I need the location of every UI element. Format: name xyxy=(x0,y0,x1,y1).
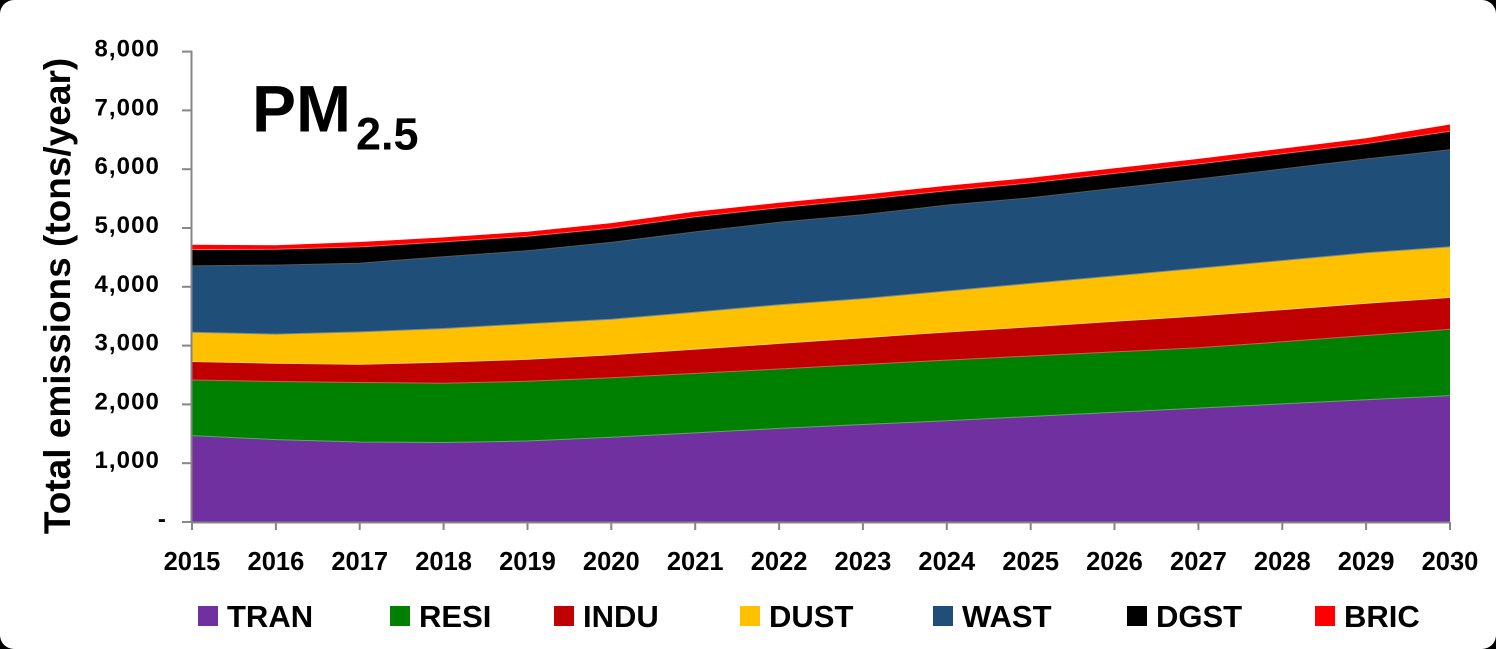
svg-text:2022: 2022 xyxy=(751,548,808,576)
svg-text:7,000: 7,000 xyxy=(94,94,160,121)
svg-text:2027: 2027 xyxy=(1170,548,1227,576)
svg-text:2020: 2020 xyxy=(583,548,640,576)
svg-text:2016: 2016 xyxy=(248,548,305,576)
svg-text:2015: 2015 xyxy=(164,548,221,576)
svg-text:6,000: 6,000 xyxy=(94,153,160,180)
svg-text:DGST: DGST xyxy=(1156,599,1242,634)
svg-text:2018: 2018 xyxy=(415,548,472,576)
svg-text:2028: 2028 xyxy=(1254,548,1311,576)
svg-text:2017: 2017 xyxy=(331,548,388,576)
svg-text:1,000: 1,000 xyxy=(94,447,160,474)
svg-text:2024: 2024 xyxy=(918,548,976,576)
svg-text:TRAN: TRAN xyxy=(227,599,313,634)
svg-text:2025: 2025 xyxy=(1002,548,1059,576)
svg-text:3,000: 3,000 xyxy=(94,330,160,357)
svg-text:DUST: DUST xyxy=(769,599,853,634)
svg-text:2023: 2023 xyxy=(835,548,892,576)
svg-text:-: - xyxy=(158,506,167,533)
svg-text:INDU: INDU xyxy=(583,599,659,634)
svg-text:2,000: 2,000 xyxy=(94,388,160,415)
svg-text:Total emissions (tons/year): Total emissions (tons/year) xyxy=(37,58,78,534)
svg-text:PM2.5: PM 2.5 xyxy=(252,72,419,160)
svg-text:WAST: WAST xyxy=(962,599,1052,634)
svg-text:4,000: 4,000 xyxy=(94,271,160,298)
svg-text:2021: 2021 xyxy=(667,548,724,576)
svg-text:5,000: 5,000 xyxy=(94,212,160,239)
svg-text:2019: 2019 xyxy=(499,548,556,576)
svg-text:2026: 2026 xyxy=(1086,548,1143,576)
svg-text:8,000: 8,000 xyxy=(94,36,160,63)
svg-text:RESI: RESI xyxy=(419,599,491,634)
svg-text:2030: 2030 xyxy=(1422,548,1479,576)
svg-text:2029: 2029 xyxy=(1338,548,1395,576)
svg-text:BRIC: BRIC xyxy=(1344,599,1420,634)
